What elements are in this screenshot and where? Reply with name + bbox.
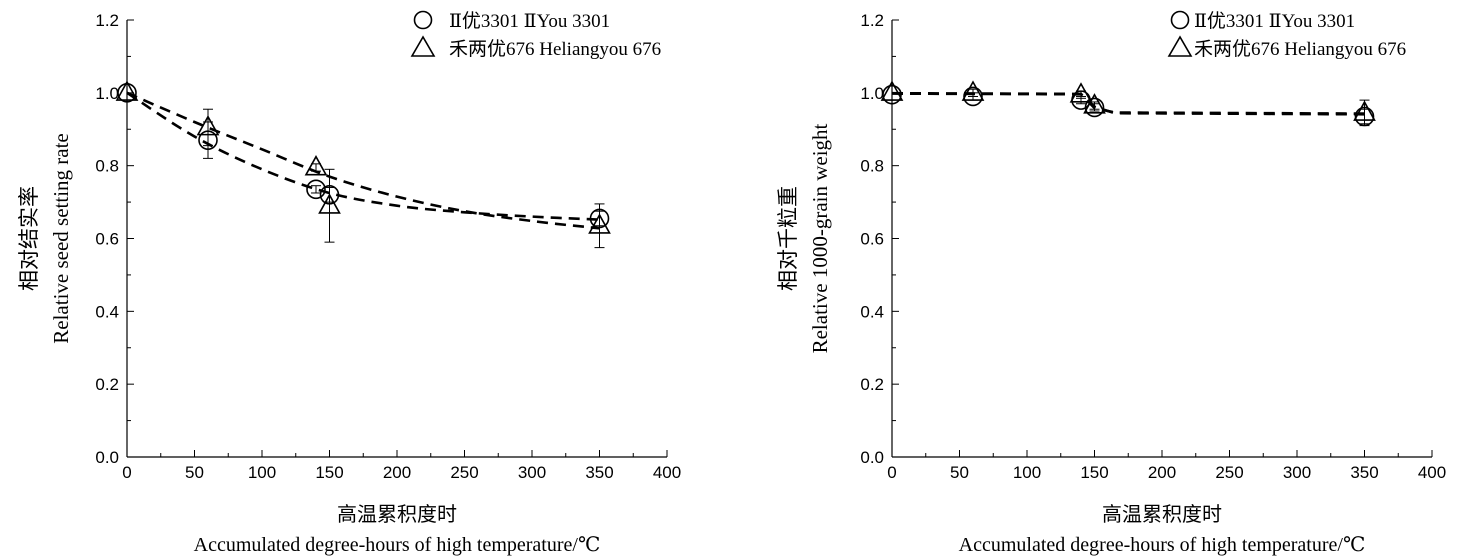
y-tick-label: 0.0 xyxy=(95,448,119,467)
x-axis-label-cn: 高温累积度时 xyxy=(337,503,457,526)
x-tick-label: 150 xyxy=(1080,463,1108,482)
x-tick-label: 350 xyxy=(1350,463,1378,482)
data-point-triangle xyxy=(961,80,985,101)
fit-curve-series-1 xyxy=(126,91,600,221)
legend-marker-triangle xyxy=(1167,35,1193,57)
data-point-triangle xyxy=(880,80,904,101)
data-point-triangle xyxy=(196,114,220,136)
x-tick-label: 50 xyxy=(185,463,204,482)
data-point-circle xyxy=(963,86,983,107)
fit-curve-series-2 xyxy=(891,91,1365,116)
y-tick-label: 0.8 xyxy=(95,157,119,176)
y-tick-label: 0.2 xyxy=(860,375,884,394)
y-tick-label: 0.6 xyxy=(95,230,119,249)
y-axis-label-cn: 相对结实率 xyxy=(17,186,41,291)
x-tick-label: 150 xyxy=(315,463,343,482)
x-axis-label-en: Accumulated degree-hours of high tempera… xyxy=(959,534,1366,556)
legend-marker-circle xyxy=(413,10,433,30)
data-point-triangle xyxy=(1353,100,1376,121)
x-tick-label: 250 xyxy=(450,463,478,482)
y-tick-label: 1.0 xyxy=(95,84,119,103)
y-tick-label: 0.4 xyxy=(860,302,884,321)
y-tick-label: 1.2 xyxy=(860,11,884,30)
data-point-triangle xyxy=(115,80,139,101)
data-point-circle xyxy=(882,84,902,105)
data-point-triangle xyxy=(318,193,341,214)
y-tick-label: 0.8 xyxy=(860,157,884,176)
legend-label: 禾两优676 Heliangyou 676 xyxy=(449,38,661,60)
data-point-circle xyxy=(1084,97,1105,118)
y-tick-label: 0.0 xyxy=(860,448,884,467)
chart-panel-2: 0 50 100 150 200 250 300 350 400 0.0 0.2 0.4 0.6 0.8 1… xyxy=(776,10,1446,556)
legend: Ⅱ优3301 ⅡYou 3301 禾两优676 Heliangyou 676 xyxy=(410,10,661,60)
legend-label: 禾两优676 Heliangyou 676 xyxy=(1194,38,1406,60)
x-tick-label: 250 xyxy=(1215,463,1243,482)
x-tick-label: 300 xyxy=(518,463,546,482)
data-point-triangle xyxy=(1069,82,1093,103)
x-axis-label-en: Accumulated degree-hours of high tempera… xyxy=(194,534,601,556)
legend: Ⅱ优3301 ⅡYou 3301 禾两优676 Heliangyou 676 xyxy=(1167,10,1406,60)
fit-curve-series-1 xyxy=(891,92,1365,115)
chart-panel-1: 0 50 100 150 200 250 300 350 400 0.0 0.2 0.4 0.6 0.8 1… xyxy=(17,10,681,556)
x-tick-label: 300 xyxy=(1283,463,1311,482)
data-point-triangle xyxy=(588,213,611,234)
legend-label: Ⅱ优3301 ⅡYou 3301 xyxy=(1194,10,1355,32)
y-tick-label: 0.6 xyxy=(860,230,884,249)
x-tick-label: 350 xyxy=(585,463,613,482)
legend-marker-circle xyxy=(1170,10,1190,30)
y-axis-label-en: Relative seed setting rate xyxy=(49,133,73,344)
x-tick-label: 0 xyxy=(122,463,131,482)
data-point-circle xyxy=(117,83,137,103)
y-axis-label-en: Relative 1000-grain weight xyxy=(808,123,832,353)
data-point-circle xyxy=(306,179,326,200)
y-tick-label: 1.2 xyxy=(95,11,119,30)
data-point-triangle xyxy=(304,155,328,176)
legend-label: Ⅱ优3301 ⅡYou 3301 xyxy=(449,10,610,32)
legend-marker-triangle xyxy=(410,35,436,57)
x-tick-label: 100 xyxy=(248,463,276,482)
y-tick-label: 1.0 xyxy=(860,84,884,103)
data-point-triangle xyxy=(1083,93,1106,114)
x-tick-label: 400 xyxy=(653,463,681,482)
fit-curve-series-2 xyxy=(126,91,600,230)
x-tick-label: 100 xyxy=(1013,463,1041,482)
y-tick-label: 0.4 xyxy=(95,302,119,321)
x-tick-label: 200 xyxy=(383,463,411,482)
y-tick-label: 0.2 xyxy=(95,375,119,394)
y-axis-label-cn: 相对千粒重 xyxy=(776,186,800,291)
x-tick-label: 200 xyxy=(1148,463,1176,482)
x-tick-label: 50 xyxy=(950,463,969,482)
x-axis-label-cn: 高温累积度时 xyxy=(1102,503,1222,526)
x-tick-label: 0 xyxy=(887,463,896,482)
x-tick-label: 400 xyxy=(1418,463,1446,482)
